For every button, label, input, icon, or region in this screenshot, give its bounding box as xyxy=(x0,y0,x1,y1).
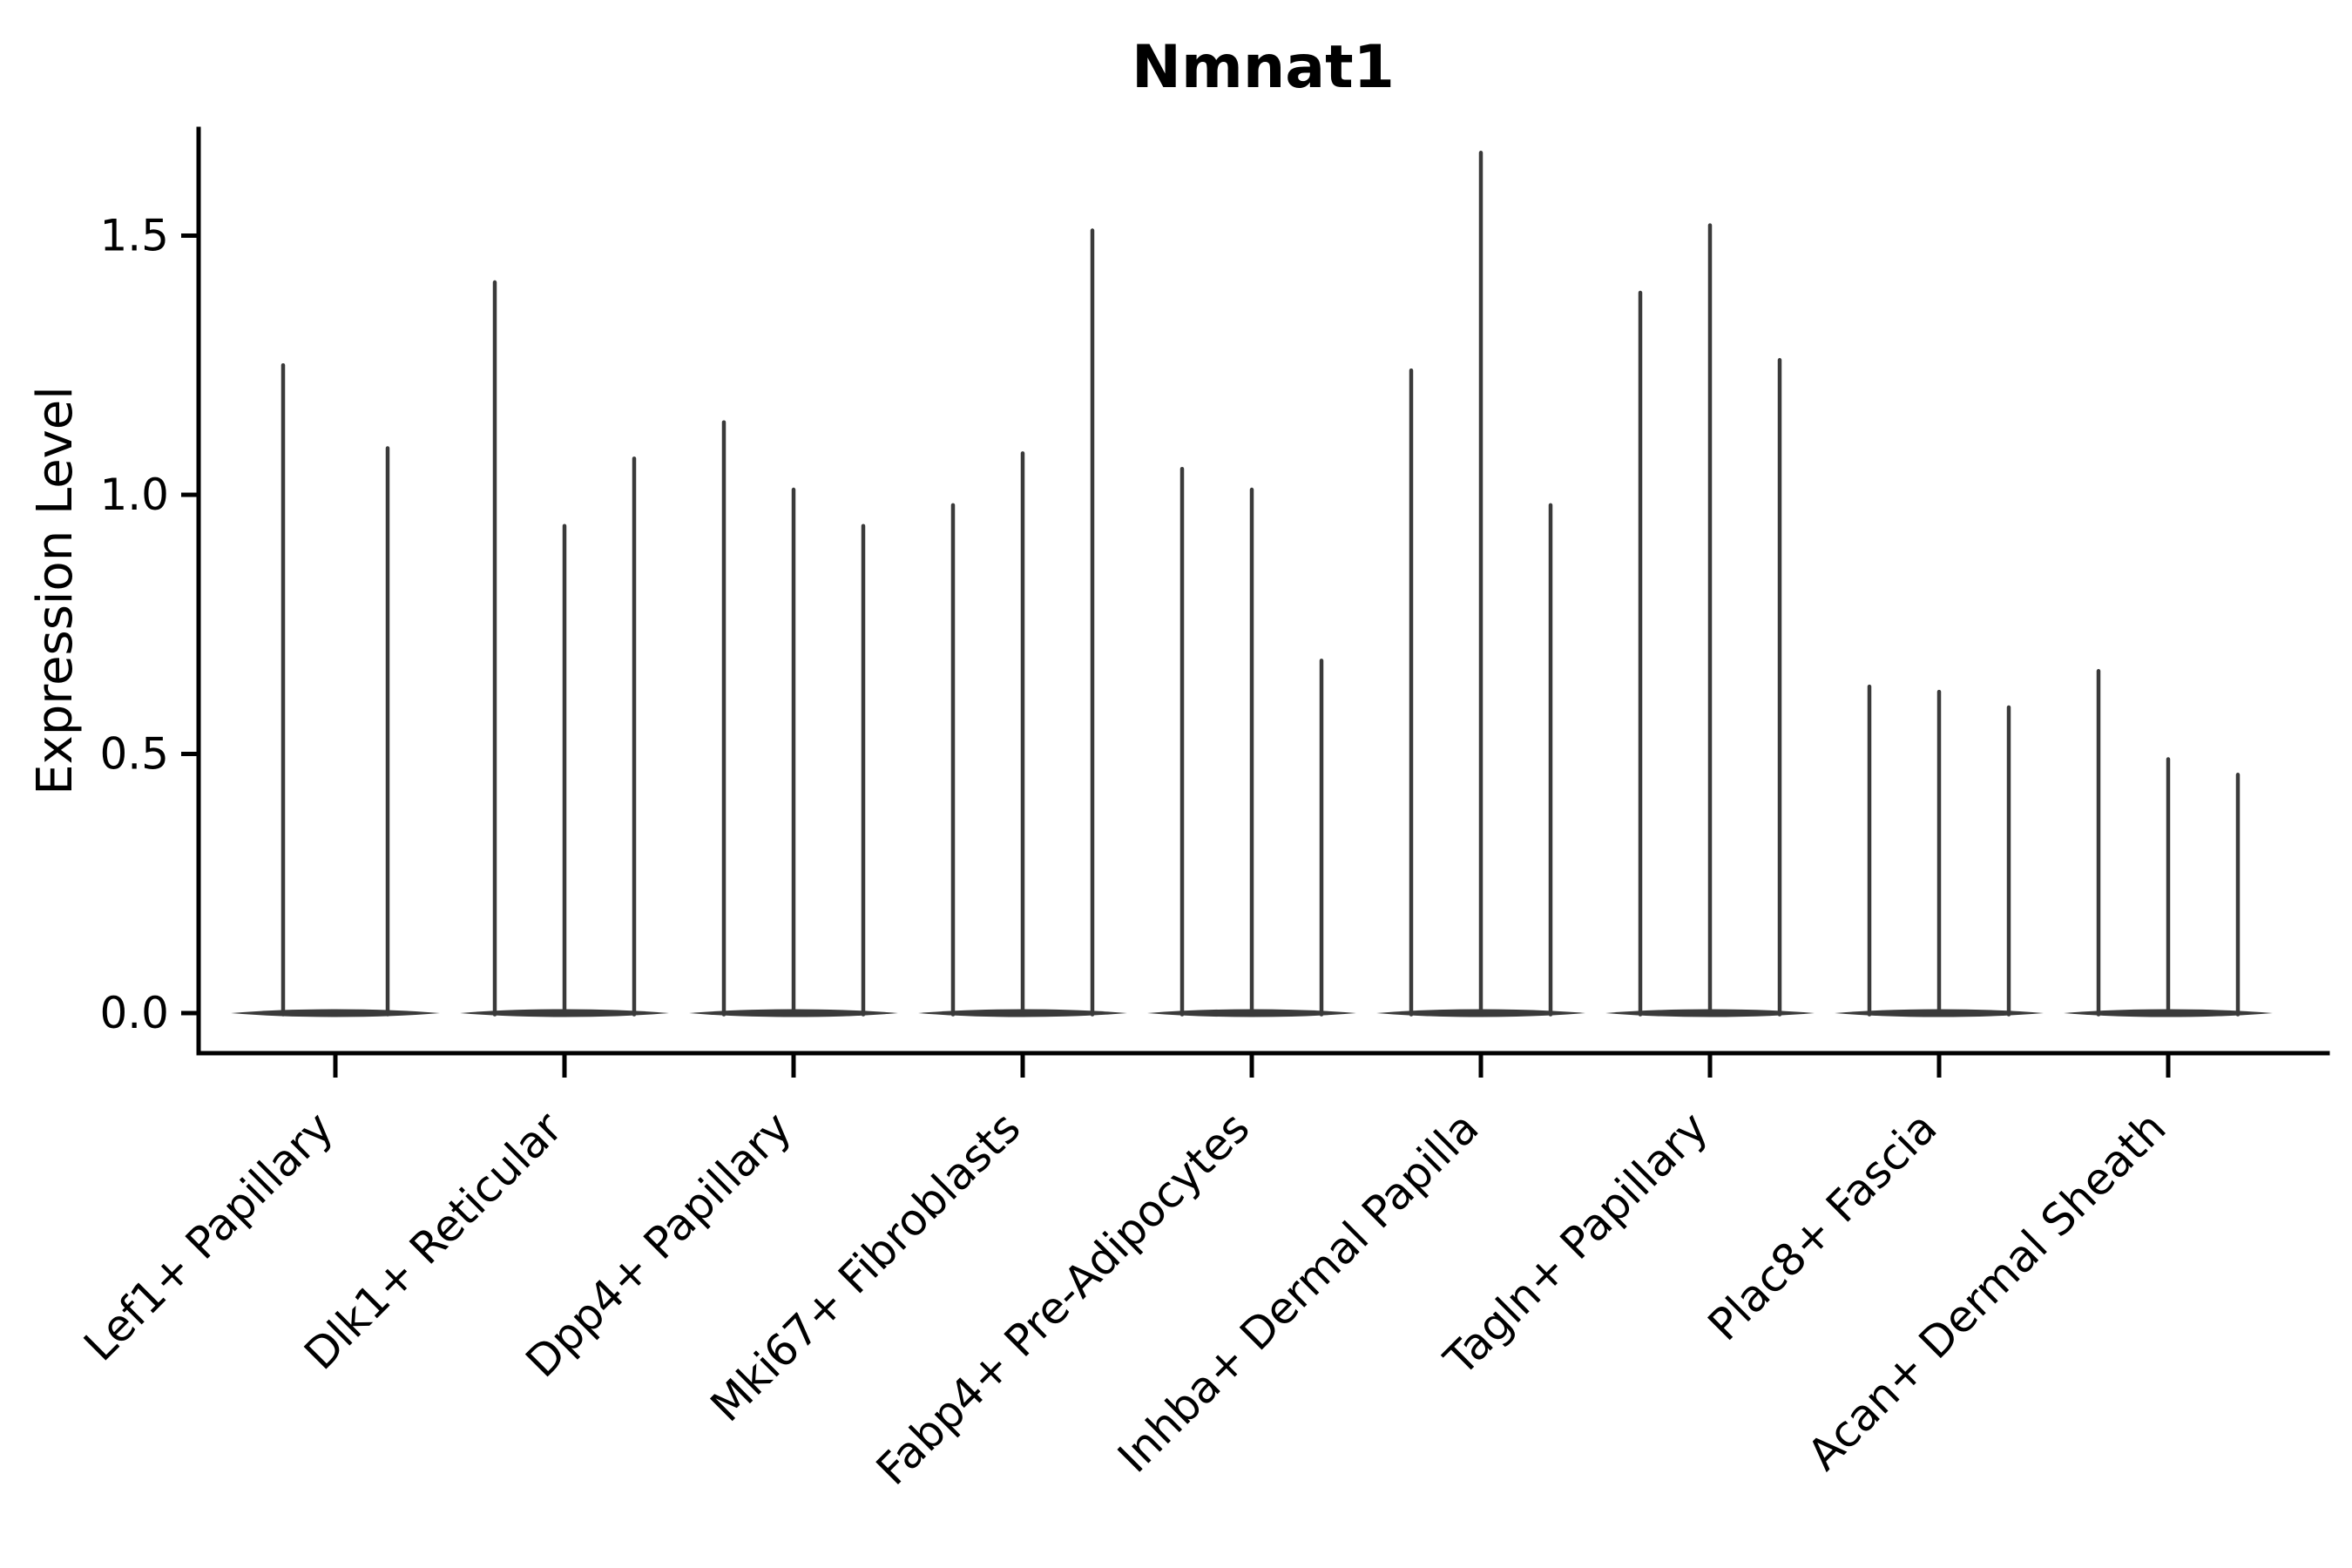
violin-group-6 xyxy=(1376,151,1585,1017)
chart-title: Nmnat1 xyxy=(1132,33,1395,102)
x-tick-label: Plac8+ Fascia xyxy=(1699,1102,1947,1350)
y-tick-label: 0.5 xyxy=(99,729,169,780)
violin-group-3 xyxy=(689,420,898,1017)
violin-group-2 xyxy=(460,280,669,1017)
y-tick-label: 0.0 xyxy=(99,988,169,1038)
violin-group-1 xyxy=(231,363,440,1017)
violins-layer xyxy=(231,151,2273,1017)
violin-group-5 xyxy=(1147,467,1356,1017)
violin-baseline xyxy=(231,1009,440,1017)
y-axis-label: Expression Level xyxy=(27,386,84,795)
y-tick-label: 1.0 xyxy=(99,470,169,520)
y-tick-label: 1.5 xyxy=(99,211,169,261)
violin-group-4 xyxy=(918,228,1127,1017)
violin-group-7 xyxy=(1605,223,1815,1017)
violin-group-8 xyxy=(1835,684,2044,1017)
violin-group-9 xyxy=(2064,669,2273,1017)
x-tick-label: Lef1+ Papillary xyxy=(74,1102,342,1370)
x-tick-label: Fabp4+ Pre-Adipocytes xyxy=(867,1102,1260,1495)
